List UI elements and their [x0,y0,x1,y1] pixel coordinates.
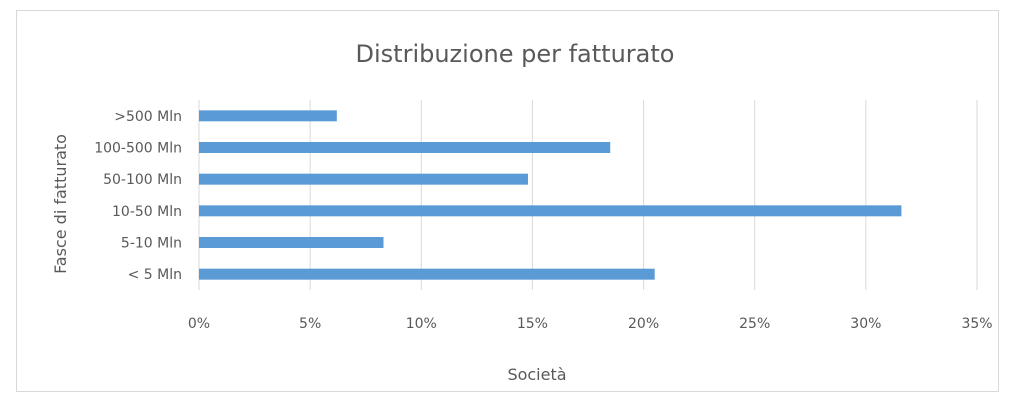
y-tick-label: 5-10 Mln [121,236,182,252]
bar [199,237,384,248]
x-tick-label: 35% [961,316,992,332]
x-tick-label: 15% [517,316,548,332]
bar [199,268,655,280]
x-tick-label: 10% [406,316,437,332]
x-tick-label: 30% [850,316,881,332]
y-tick-label: 10-50 Mln [112,204,182,220]
bars [199,110,902,280]
grid-lines [198,100,978,290]
x-tick-labels: 0% 5% 10% 15% 20% 25% 30% 35% [188,316,993,332]
x-tick-label: 25% [739,316,770,332]
x-tick-label: 0% [188,316,210,332]
y-tick-labels: < 5 Mln 5-10 Mln 10-50 Mln 50-100 Mln 100-50… [94,109,182,283]
y-tick-label: 100-500 Mln [94,141,182,157]
bar [199,142,611,153]
x-axis-title: Società [507,365,566,384]
y-tick-label: 50-100 Mln [103,172,182,188]
y-tick-label: < 5 Mln [128,267,182,283]
chart-frame [16,10,999,392]
y-tick-label: >500 Mln [114,109,182,125]
bar [199,173,528,185]
chart-title: Distribuzione per fatturato [356,40,675,68]
bar [199,205,902,217]
y-axis-title: Fasce di fatturato [51,134,70,274]
bar [199,110,337,122]
x-tick-label: 5% [299,316,321,332]
x-tick-label: 20% [628,316,659,332]
